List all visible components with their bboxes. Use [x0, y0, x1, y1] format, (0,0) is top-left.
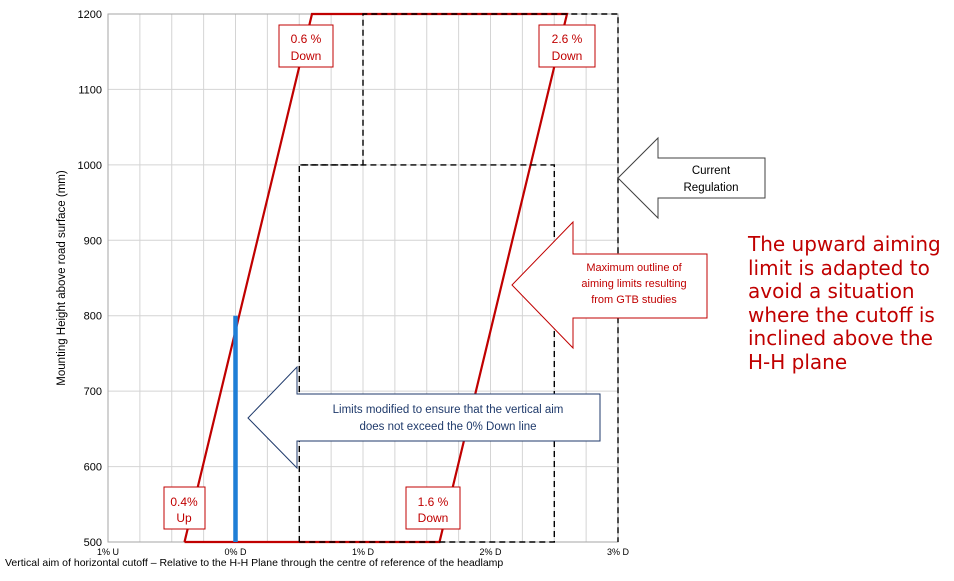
corner-label-box: [538, 24, 596, 68]
gtb-arrow-shape: [511, 220, 708, 350]
series-layer: [183, 12, 619, 544]
corner-label-0-4-up: 0.4% Up: [163, 486, 206, 530]
current-regulation-callout: Current Regulation: [617, 136, 766, 220]
y-tick-label: 1100: [78, 84, 102, 96]
gtb-text-line2: aiming limits resulting: [581, 278, 686, 290]
y-tick-label: 900: [84, 235, 102, 247]
y-tick-label: 800: [84, 311, 102, 323]
y-tick-label: 500: [84, 537, 102, 549]
current-regulation-arrow-shape: [617, 136, 766, 220]
upward-limit-note: The upward aiming limit is adapted to av…: [748, 232, 941, 374]
corner-label-line1: 2.6 %: [552, 32, 583, 46]
corner-label-line1: 1.6 %: [418, 495, 449, 509]
y-tick-label: 1000: [78, 160, 102, 172]
y-tick-label: 700: [84, 386, 102, 398]
x-tick-label: 3% D: [607, 547, 630, 557]
limits-text-line1: Limits modified to ensure that the verti…: [333, 404, 564, 416]
limits-text-line2: does not exceed the 0% Down line: [359, 421, 536, 433]
x-tick-label: 0% D: [224, 547, 247, 557]
current-regulation-outline-upper: [298, 13, 619, 542]
corner-label-2-6-down: 2.6 % Down: [538, 24, 596, 68]
limits-modified-callout: Limits modified to ensure that the verti…: [247, 365, 601, 470]
x-tick-label: 1% U: [97, 547, 119, 557]
corner-label-line2: Down: [552, 49, 583, 63]
y-tick-label: 1200: [78, 9, 102, 21]
corner-label-box: [163, 486, 206, 530]
corner-label-box: [405, 486, 461, 530]
x-tick-label: 2% D: [479, 547, 502, 557]
gtb-outline-series: [183, 12, 569, 544]
corner-label-0-6-down: 0.6 % Down: [278, 24, 334, 68]
corner-label-1-6-down: 1.6 % Down: [405, 486, 461, 530]
limits-arrow-shape: [247, 365, 601, 470]
corner-label-line1: 0.6 %: [291, 32, 322, 46]
x-tick-label: 1% D: [352, 547, 375, 557]
current-regulation-text-line2: Regulation: [684, 182, 739, 194]
gtb-outline-callout: Maximum outline of aiming limits resulti…: [511, 220, 708, 350]
gtb-text-line3: from GTB studies: [591, 294, 677, 306]
x-axis-label: Vertical aim of horizontal cutoff – Rela…: [5, 557, 503, 569]
axes: 500 600 700 800 900 1000 1100 1200 1% U 0% D 1% D 2…: [78, 9, 630, 557]
current-regulation-outline-lower: [299, 164, 555, 543]
current-regulation-text-line1: Current: [692, 165, 731, 177]
corner-label-line2: Down: [418, 511, 449, 525]
y-tick-label: 600: [84, 462, 102, 474]
corner-label-line2: Up: [176, 511, 192, 525]
corner-label-box: [278, 24, 334, 68]
corner-label-line1: 0.4%: [170, 495, 198, 509]
gtb-text-line1: Maximum outline of: [586, 262, 682, 274]
y-axis-label: Mounting Height above road surface (mm): [56, 170, 68, 386]
corner-label-line2: Down: [291, 49, 322, 63]
